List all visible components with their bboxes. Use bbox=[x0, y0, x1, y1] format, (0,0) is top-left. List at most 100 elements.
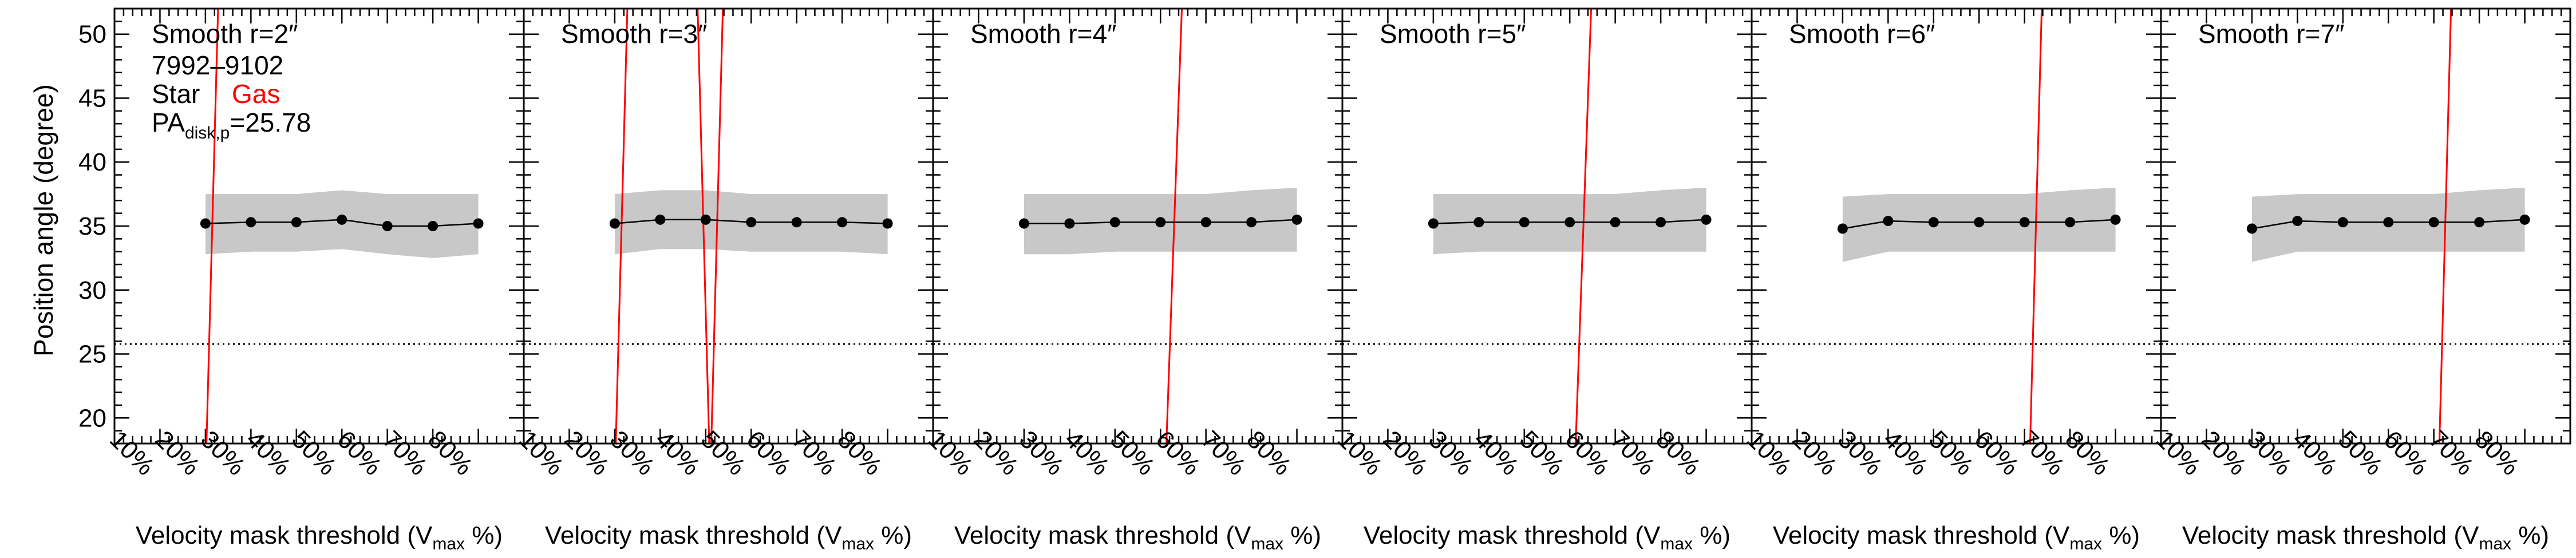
x-axis-label-tail: %) bbox=[2102, 521, 2140, 549]
x-axis-label-main: Velocity mask threshold (V bbox=[954, 521, 1251, 549]
x-axis-label-tail: %) bbox=[1693, 521, 1730, 549]
x-axis-label: Velocity mask threshold (Vmax %) bbox=[1364, 521, 1730, 553]
star-point bbox=[1428, 218, 1439, 229]
pa-sub: disk,p bbox=[185, 124, 230, 143]
star-point bbox=[2292, 216, 2303, 227]
gas-lines bbox=[2029, 9, 2043, 444]
star-point bbox=[655, 214, 666, 225]
star-point bbox=[1883, 216, 1894, 227]
x-axis-label: Velocity mask threshold (Vmax %) bbox=[1773, 521, 2140, 553]
x-axis-label: Velocity mask threshold (Vmax %) bbox=[954, 521, 1321, 553]
y-axis-label: Position angle (degree) bbox=[29, 84, 58, 357]
panel-title: Smooth r=2″ bbox=[152, 19, 298, 49]
pa-value: =25.78 bbox=[230, 108, 311, 137]
star-point bbox=[700, 214, 711, 225]
gas-lines bbox=[1575, 9, 1593, 444]
x-axis-label-sub: max bbox=[1660, 535, 1693, 553]
star-point bbox=[1837, 223, 1848, 234]
panel-title: Smooth r=3″ bbox=[561, 19, 707, 49]
gas-line-1 bbox=[615, 9, 629, 444]
star-point bbox=[1473, 217, 1484, 228]
pa-main: PA bbox=[152, 108, 185, 137]
gas-line-1 bbox=[206, 9, 219, 444]
star-point bbox=[2383, 217, 2394, 228]
star-point bbox=[1246, 217, 1257, 228]
star-point bbox=[609, 218, 620, 229]
star-point bbox=[1155, 217, 1166, 228]
star-point bbox=[1974, 217, 1985, 228]
gas-line-1 bbox=[2029, 9, 2043, 444]
x-axis-label: Velocity mask threshold (Vmax %) bbox=[136, 521, 503, 553]
gas-line-2 bbox=[697, 9, 710, 444]
x-axis-label-main: Velocity mask threshold (V bbox=[2182, 521, 2479, 549]
star-point bbox=[1018, 218, 1029, 229]
y-tick-label: 45 bbox=[78, 84, 106, 112]
star-point bbox=[1064, 218, 1075, 229]
star-point bbox=[382, 221, 393, 231]
star-point bbox=[1928, 217, 1939, 228]
x-axis-label-sub: max bbox=[1251, 535, 1283, 553]
star-point bbox=[1291, 214, 1302, 225]
star-point bbox=[291, 217, 302, 228]
panel-title: Smooth r=4″ bbox=[970, 19, 1116, 49]
y-tick-label: 50 bbox=[78, 21, 106, 49]
pa-disk-label: PAdisk,p=25.78 bbox=[152, 108, 311, 143]
star-point bbox=[1656, 217, 1666, 228]
x-axis-label-main: Velocity mask threshold (V bbox=[1773, 521, 2070, 549]
star-point bbox=[337, 214, 347, 225]
star-point bbox=[837, 217, 848, 228]
x-axis-label-tail: %) bbox=[1283, 521, 1321, 549]
star-point bbox=[2019, 217, 2030, 228]
gas-line-1 bbox=[2438, 9, 2452, 444]
x-axis-label-main: Velocity mask threshold (V bbox=[1364, 521, 1661, 549]
gas-line-1 bbox=[1165, 9, 1183, 444]
y-tick-label: 40 bbox=[78, 148, 106, 176]
y-tick-label: 25 bbox=[78, 341, 106, 369]
star-point bbox=[746, 217, 757, 228]
star-point bbox=[473, 218, 484, 229]
galaxy-id-label: 7992–9102 bbox=[152, 50, 283, 80]
x-axis-label: Velocity mask threshold (Vmax %) bbox=[545, 521, 912, 553]
star-point bbox=[2110, 214, 2121, 225]
x-axis-label-sub: max bbox=[2479, 535, 2511, 553]
star-point bbox=[1109, 217, 1120, 228]
gas-line-1 bbox=[1575, 9, 1593, 444]
panel-6: 10%20%30%40%50%60%70%80%Smooth r=7″Veloc… bbox=[2151, 7, 2571, 553]
star-point bbox=[791, 217, 802, 228]
x-axis-label-sub: max bbox=[432, 535, 465, 553]
star-point bbox=[1610, 217, 1621, 228]
x-axis-label-main: Velocity mask threshold (V bbox=[136, 521, 433, 549]
y-tick-label: 30 bbox=[78, 276, 106, 304]
x-axis-label-main: Velocity mask threshold (V bbox=[545, 521, 842, 549]
panel-title: Smooth r=5″ bbox=[1380, 19, 1526, 49]
panel-title: Smooth r=7″ bbox=[2198, 19, 2344, 49]
star-point bbox=[1519, 217, 1530, 228]
y-tick-label: 20 bbox=[78, 404, 106, 432]
gas-lines bbox=[615, 9, 724, 444]
star-point bbox=[1200, 217, 1211, 228]
gas-lines bbox=[2438, 9, 2452, 444]
star-point bbox=[246, 217, 256, 228]
legend-star-label: Star bbox=[152, 79, 200, 109]
y-tick-label: 35 bbox=[78, 212, 106, 240]
x-axis-label-tail: %) bbox=[465, 521, 503, 549]
gas-lines bbox=[1165, 9, 1183, 444]
star-point bbox=[2246, 223, 2257, 234]
x-axis-label-tail: %) bbox=[874, 521, 912, 549]
star-point bbox=[200, 218, 211, 229]
star-point bbox=[1701, 214, 1712, 225]
star-point bbox=[882, 218, 893, 229]
panel-title: Smooth r=6″ bbox=[1789, 19, 1935, 49]
gas-line-3 bbox=[710, 9, 724, 444]
gas-lines bbox=[206, 9, 219, 444]
star-point bbox=[2065, 217, 2076, 228]
star-point bbox=[428, 221, 438, 231]
legend-gas-label: Gas bbox=[232, 79, 280, 109]
star-point bbox=[2337, 217, 2348, 228]
x-axis-label-sub: max bbox=[841, 535, 874, 553]
x-axis-label: Velocity mask threshold (Vmax %) bbox=[2182, 521, 2549, 553]
x-axis-label-tail: %) bbox=[2511, 521, 2549, 549]
